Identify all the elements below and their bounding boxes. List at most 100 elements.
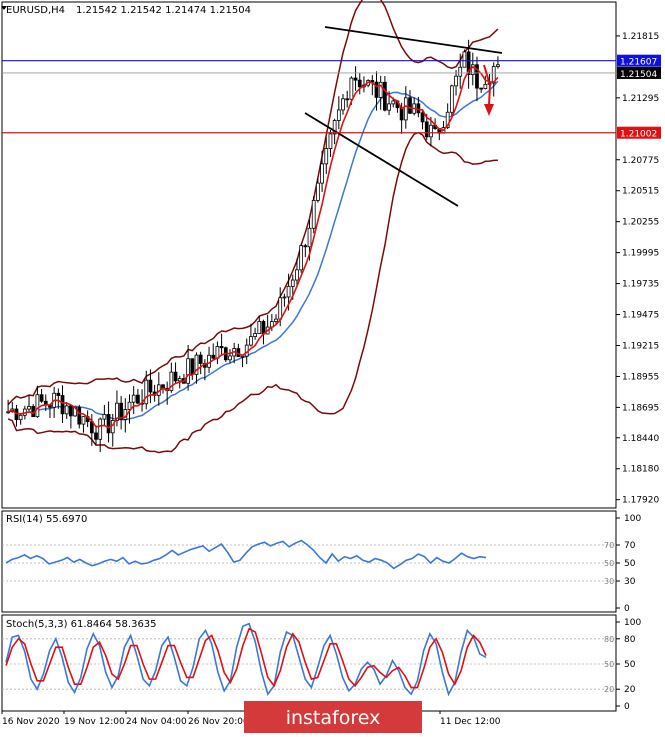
triangle-menu-icon[interactable] [1, 6, 7, 10]
stoch-level-label: 80 [604, 635, 614, 644]
price-tick-label: 1.18440 [622, 434, 659, 444]
candle-body [299, 245, 304, 271]
candle-body [496, 64, 500, 67]
current-price-badge-text: 1.21504 [620, 70, 657, 80]
price-tick-label: 1.19215 [622, 341, 659, 351]
forecast-arrow-head [484, 104, 494, 116]
candle-body [219, 346, 224, 349]
candle-body [207, 354, 211, 368]
candle-body [253, 333, 257, 337]
candle-body [341, 98, 345, 111]
candle-body [249, 336, 253, 346]
candle-body [274, 318, 278, 322]
candle-body [106, 414, 111, 434]
time-tick-label: 11 Dec 12:00 [440, 717, 501, 727]
rsi-plot-area[interactable] [1, 510, 617, 613]
candle-body [295, 269, 299, 281]
candle-body [466, 51, 471, 75]
candle-body [169, 371, 174, 392]
chart-title-label: EURUSD,H4 [6, 5, 65, 16]
rsi-layer: 100 70 50 30 0 70 50 30 [2, 514, 641, 614]
candle-body [98, 418, 103, 440]
price-level-badge-text: 1.21607 [620, 58, 657, 68]
rsi-level-label: 30 [604, 577, 614, 586]
candle-body [35, 394, 40, 418]
candle-body [320, 163, 324, 184]
stoch-tick-label: 80 [624, 635, 636, 645]
candle-body [483, 83, 488, 89]
candle-body [449, 85, 454, 113]
candle-body [102, 414, 107, 420]
candle-body [316, 182, 320, 201]
candle-body [94, 432, 98, 440]
candle-body [18, 414, 23, 421]
stoch-series-line [5, 622, 487, 697]
candle-body [408, 97, 412, 114]
candle-body [424, 121, 429, 138]
price-tick-label: 1.21815 [622, 32, 659, 42]
candle-body [420, 112, 425, 123]
fast-ma-line [7, 65, 499, 429]
candle-body [282, 296, 287, 299]
candle-body [257, 321, 262, 334]
candle-body [458, 66, 463, 77]
candle-body [378, 81, 383, 98]
time-tick-label: 19 Nov 12:00 [64, 717, 125, 727]
stoch-tick-label: 0 [624, 702, 630, 712]
current-price-badge [617, 66, 661, 79]
candle-body [131, 394, 136, 403]
rsi-tick-label: 50 [624, 559, 636, 569]
price-tick-label: 1.18180 [622, 465, 659, 475]
stoch-level-label: 20 [604, 685, 614, 694]
candle-body [77, 407, 82, 425]
rsi-tick-label: 70 [624, 541, 636, 551]
candle-body [6, 411, 10, 414]
main-price-axis: 1.21815 1.21295 1.20775 1.20515 1.20255 1.199… [616, 32, 659, 506]
stoch-tick-label: 50 [624, 660, 636, 670]
price-tick-label: 1.18695 [622, 403, 659, 413]
candle-body [261, 321, 266, 335]
bollinger-lower-line [7, 131, 498, 454]
candle-body [416, 103, 421, 114]
candle-body [186, 358, 190, 384]
candle-body [353, 77, 358, 81]
price-level-badge-text: 1.21002 [620, 130, 657, 140]
candle-body [144, 379, 149, 405]
candle-body [374, 81, 379, 98]
candle-body [286, 285, 291, 298]
watermark-banner [244, 701, 422, 733]
stoch-tick-label: 100 [624, 618, 641, 628]
stoch-level-label: 50 [604, 660, 614, 669]
price-tick-label: 1.18955 [622, 372, 659, 382]
bollinger-upper-line [7, 0, 499, 406]
stoch-layer: 100 80 50 20 0 80 50 20 [2, 618, 641, 712]
candle-body [479, 87, 484, 90]
candle-body [278, 297, 283, 320]
candle-body [127, 401, 132, 410]
candle-body [399, 107, 404, 121]
time-tick-label: 16 Nov 2020 [2, 717, 60, 727]
candle-body [387, 103, 391, 111]
price-tick-label: 1.20255 [622, 218, 659, 228]
candle-body [403, 97, 408, 121]
candle-body [491, 66, 496, 84]
upper-trend-line [324, 26, 503, 54]
candle-body [311, 199, 316, 229]
candle-body [211, 354, 216, 359]
candle-body [240, 355, 245, 358]
candle-body [391, 100, 396, 105]
price-tick-label: 1.20775 [622, 156, 659, 166]
candle-body [60, 395, 65, 415]
time-tick-label: 24 Nov 04:00 [126, 717, 187, 727]
candle-body [303, 245, 308, 248]
rsi-series-line [5, 539, 487, 570]
candle-body [194, 354, 199, 375]
candle-body [64, 405, 69, 415]
candle-body [336, 109, 341, 121]
price-tick-label: 1.21295 [622, 94, 659, 104]
price-tick-label: 1.17920 [622, 496, 659, 506]
candle-body [445, 111, 450, 128]
candle-body [190, 358, 195, 375]
